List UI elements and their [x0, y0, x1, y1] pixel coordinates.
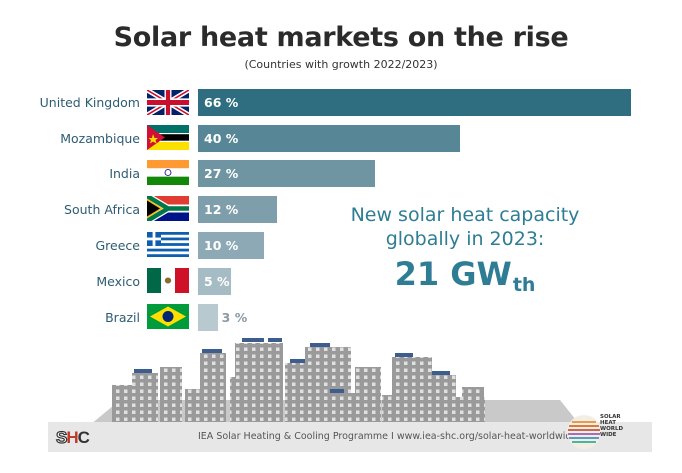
- callout-value-subscript: th: [512, 274, 536, 296]
- uk-flag-icon: [147, 90, 189, 115]
- greece-flag-icon: [147, 232, 189, 257]
- country-label: Mexico: [96, 274, 140, 289]
- shc-logo: SHC: [55, 427, 90, 447]
- bar-value-label: 10 %: [204, 238, 239, 253]
- callout-line-1: New solar heat capacity: [350, 204, 580, 226]
- bar-value-label: 27 %: [204, 166, 239, 181]
- mozambique-flag-icon: [147, 125, 189, 150]
- capacity-callout: New solar heat capacity globally in 2023…: [330, 203, 600, 296]
- bar: [198, 196, 277, 223]
- footer-credit-text: IEA Solar Heating & Cooling Programme I …: [198, 431, 578, 442]
- solar-heat-worldwide-logo: [567, 415, 601, 449]
- footer-bar: SHC IEA Solar Heating & Cooling Programm…: [48, 422, 652, 452]
- mexico-flag-icon: [147, 268, 189, 293]
- bar: [198, 160, 376, 187]
- bar-value-label: 40 %: [204, 131, 239, 146]
- callout-line-2: globally in 2023:: [385, 228, 545, 250]
- bar: [198, 232, 264, 259]
- country-label: Brazil: [105, 310, 140, 325]
- india-flag-icon: [147, 160, 189, 185]
- bar: [198, 268, 231, 295]
- country-label: United Kingdom: [39, 95, 140, 110]
- chart-subtitle: (Countries with growth 2022/2023): [244, 58, 438, 71]
- bar: [198, 89, 631, 116]
- country-label: Mozambique: [60, 131, 140, 146]
- callout-value: 21 GWth: [330, 255, 600, 296]
- country-label: South Africa: [64, 202, 140, 217]
- bar: [198, 304, 218, 331]
- city-skyline-illustration: [90, 338, 580, 425]
- country-label: Greece: [95, 238, 141, 253]
- chart-title: Solar heat markets on the rise: [113, 22, 569, 53]
- bar-value-label: 66 %: [204, 95, 239, 110]
- south-africa-flag-icon: [147, 196, 189, 221]
- callout-value-number: 21 GW: [394, 255, 512, 293]
- bar: [198, 125, 461, 152]
- country-label: India: [109, 166, 140, 181]
- brazil-flag-icon: [147, 304, 189, 329]
- bar-value-label: 5 %: [204, 274, 230, 289]
- bar-value-label: 12 %: [204, 202, 239, 217]
- solar-heat-worldwide-wordmark: SOLAR HEAT WORLD WIDE: [600, 414, 624, 438]
- bar-value-label: 3 %: [221, 310, 248, 325]
